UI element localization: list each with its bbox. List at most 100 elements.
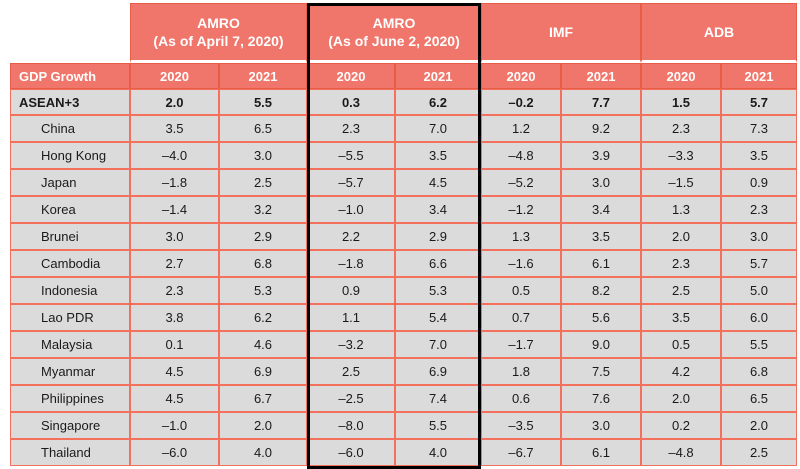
group-sublabel: (As of June 2, 2020) [328,33,460,49]
value-cell: 6.8 [721,358,797,385]
row-label-cell: Indonesia [10,277,130,304]
value-cell: 3.4 [395,196,481,223]
value-cell: 2.7 [130,250,219,277]
column-group-adb: ADB [641,3,797,63]
value-cell: –6.0 [307,439,395,466]
value-cell: 9.2 [561,115,641,142]
value-cell: 2.5 [721,439,797,466]
value-cell: 3.5 [130,115,219,142]
value-cell: 1.5 [641,89,721,115]
column-group-imf: IMF [481,3,641,63]
value-cell: –5.2 [481,169,561,196]
value-cell: 0.3 [307,89,395,115]
value-cell: –1.6 [481,250,561,277]
value-cell: 2.2 [307,223,395,250]
value-cell: 2.0 [641,385,721,412]
value-cell: 2.9 [219,223,307,250]
value-cell: 3.0 [130,223,219,250]
value-cell: 5.3 [219,277,307,304]
value-cell: –1.0 [130,412,219,439]
value-cell: 2.3 [307,115,395,142]
value-cell: –3.3 [641,142,721,169]
value-cell: 3.5 [721,142,797,169]
value-cell: 3.5 [395,142,481,169]
value-cell: 6.5 [219,115,307,142]
group-label: IMF [548,23,574,40]
value-cell: 6.2 [219,304,307,331]
value-cell: –6.0 [130,439,219,466]
year-header-cell: 2020 [481,63,561,89]
value-cell: 7.4 [395,385,481,412]
value-cell: 8.2 [561,277,641,304]
year-header-cell: 2020 [641,63,721,89]
value-cell: 5.6 [561,304,641,331]
value-cell: 5.3 [395,277,481,304]
value-cell: –1.2 [481,196,561,223]
value-cell: –3.2 [307,331,395,358]
value-cell: 1.2 [481,115,561,142]
year-header-cell: 2020 [130,63,219,89]
forecast-table-grid: AMRO (As of April 7, 2020) AMRO (As of J… [10,3,797,466]
value-cell: 4.6 [219,331,307,358]
value-cell: 7.5 [561,358,641,385]
group-label: ADB [703,23,735,40]
value-cell: 6.5 [721,385,797,412]
gdp-growth-header: GDP Growth [10,63,130,89]
value-cell: 7.3 [721,115,797,142]
row-label-cell: Philippines [10,385,130,412]
value-cell: 6.9 [395,358,481,385]
value-cell: 3.0 [561,412,641,439]
year-header-cell: 2021 [561,63,641,89]
year-header-cell: 2020 [307,63,395,89]
value-cell: 3.8 [130,304,219,331]
value-cell: 6.2 [395,89,481,115]
value-cell: 2.0 [130,89,219,115]
value-cell: 0.5 [481,277,561,304]
value-cell: 5.5 [721,331,797,358]
value-cell: 6.8 [219,250,307,277]
value-cell: 2.3 [130,277,219,304]
value-cell: –1.5 [641,169,721,196]
group-label: AMRO [372,14,416,31]
value-cell: 4.5 [395,169,481,196]
value-cell: 2.3 [641,115,721,142]
value-cell: –3.5 [481,412,561,439]
value-cell: –1.0 [307,196,395,223]
value-cell: 1.3 [641,196,721,223]
corner-spacer [10,3,130,63]
value-cell: 1.1 [307,304,395,331]
row-label-cell: Thailand [10,439,130,466]
row-label-cell: Malaysia [10,331,130,358]
value-cell: 6.9 [219,358,307,385]
value-cell: –1.4 [130,196,219,223]
value-cell: 4.2 [641,358,721,385]
value-cell: 2.5 [219,169,307,196]
value-cell: 3.0 [721,223,797,250]
value-cell: –5.5 [307,142,395,169]
value-cell: 6.6 [395,250,481,277]
gdp-forecast-table: AMRO (As of April 7, 2020) AMRO (As of J… [10,3,797,469]
value-cell: 5.0 [721,277,797,304]
row-label-cell: Japan [10,169,130,196]
value-cell: 0.6 [481,385,561,412]
value-cell: –0.2 [481,89,561,115]
value-cell: –4.8 [481,142,561,169]
row-label-cell: Brunei [10,223,130,250]
value-cell: 5.7 [721,250,797,277]
group-label: AMRO [197,14,240,31]
value-cell: –5.7 [307,169,395,196]
value-cell: –2.5 [307,385,395,412]
year-header-cell: 2021 [219,63,307,89]
value-cell: 1.3 [481,223,561,250]
value-cell: 6.1 [561,439,641,466]
row-label-cell: ASEAN+3 [10,89,130,115]
value-cell: 3.0 [219,142,307,169]
column-group-amro-april: AMRO (As of April 7, 2020) [130,3,307,63]
row-label-cell: China [10,115,130,142]
year-header-cell: 2021 [395,63,481,89]
value-cell: 1.8 [481,358,561,385]
value-cell: 3.2 [219,196,307,223]
year-header-cell: 2021 [721,63,797,89]
value-cell: 9.0 [561,331,641,358]
value-cell: 3.4 [561,196,641,223]
